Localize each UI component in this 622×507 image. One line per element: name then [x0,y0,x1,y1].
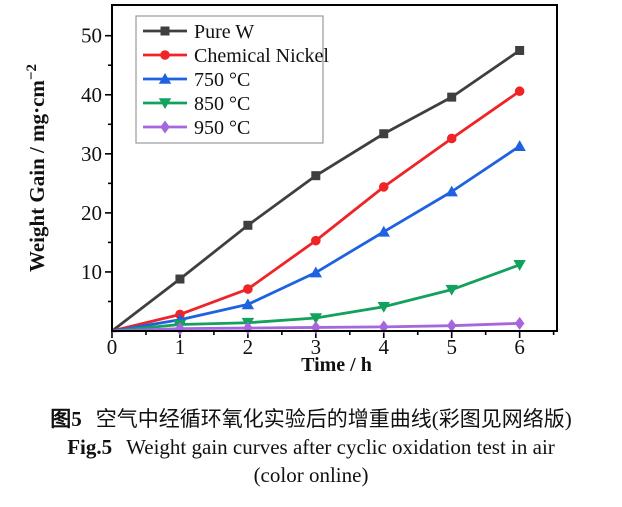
data-point-marker [378,182,389,192]
series-pure-w [111,45,525,333]
data-point-marker [513,140,526,151]
legend-item-chemical-nickel: Chemical Nickel [143,45,329,67]
caption-en-text: Weight gain curves after cyclic oxidatio… [126,435,555,459]
data-point-marker [311,320,321,334]
legend-marker [158,73,172,84]
caption-color-note: (color online) [253,463,369,487]
y-tick-label: 10 [81,260,102,284]
data-point-marker [446,133,457,144]
data-point-marker [514,316,525,330]
legend-item-950-c: 950 °C [143,117,250,139]
data-point-marker [243,220,253,230]
data-point-marker [514,86,525,97]
data-point-marker [377,225,390,237]
data-point-marker [175,274,185,284]
caption-en-label: Fig.5 [67,435,113,459]
data-point-marker [241,298,255,310]
x-tick-label: 6 [514,335,525,359]
data-point-marker [309,313,323,325]
legend-item-750-c: 750 °C [143,69,250,91]
data-point-marker [445,284,458,296]
figure-caption: 图5 空气中经循环氧化实验后的增重曲线(彩图见网络版) Fig.5 Weight g… [0,405,622,489]
data-point-marker [513,260,526,271]
y-axis-title: Weight Gain / mg·cm−2 [24,64,49,272]
x-tick-label: 4 [379,335,390,359]
legend-item-pure-w: Pure W [143,21,254,43]
data-point-marker [377,301,390,313]
y-tick-label: 40 [81,83,102,107]
legend-label: 950 °C [194,117,250,139]
data-point-marker [515,45,525,55]
legend-marker [160,26,170,36]
data-point-marker [311,235,321,246]
data-point-marker [243,284,253,294]
data-point-marker [379,129,389,139]
data-point-marker [311,171,321,181]
x-tick-label: 5 [446,335,457,359]
caption-cn-label: 图5 [50,407,82,431]
legend-marker [160,50,170,60]
legend-marker [158,98,172,109]
legend-label: Pure W [194,21,254,43]
data-point-marker [445,185,458,197]
y-tick-label: 30 [81,142,102,166]
y-tick-label: 50 [81,24,102,48]
legend-item-850-c: 850 °C [143,93,250,115]
series-950-c [111,316,525,336]
caption-line-en: Fig.5 Weight gain curves after cyclic oxi… [0,433,622,461]
x-tick-label: 0 [107,335,118,359]
data-point-marker [446,319,457,333]
data-point-marker [309,266,323,278]
caption-cn-text: 空气中经循环氧化实验后的增重曲线(彩图见网络版) [95,407,572,431]
plot-border [111,4,558,332]
x-tick-label: 2 [243,335,254,359]
x-tick-label: 3 [311,335,322,359]
legend-label: Chemical Nickel [194,45,329,67]
legend-label: 750 °C [194,69,250,91]
legend-marker [160,120,170,134]
weight-gain-chart: 0 1 2 3 4 5 6 10 20 30 40 50 Time / h Weight Gain / m… [24,4,558,376]
series-750-c [111,140,526,333]
x-axis-title: Time / h [301,354,372,376]
caption-line-cn: 图5 空气中经循环氧化实验后的增重曲线(彩图见网络版) [0,405,622,433]
data-point-marker [447,92,457,102]
y-tick-label: 20 [81,201,102,225]
x-tick-label: 1 [175,335,186,359]
legend-label: 850 °C [194,93,250,115]
